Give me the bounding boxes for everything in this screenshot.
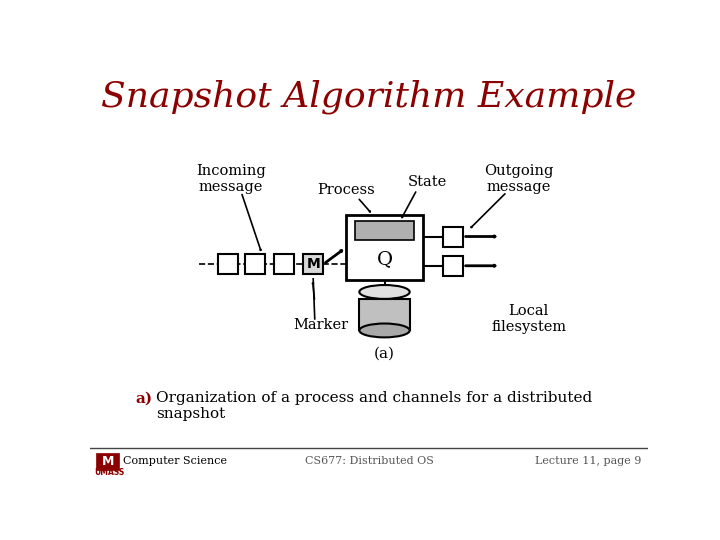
Ellipse shape — [359, 323, 410, 338]
Text: Process: Process — [317, 183, 374, 197]
Bar — [96, 453, 120, 470]
Bar — [443, 226, 463, 247]
Text: Q: Q — [377, 250, 392, 268]
Ellipse shape — [359, 285, 410, 299]
Text: (a): (a) — [374, 347, 395, 361]
Bar — [274, 254, 294, 274]
Bar — [443, 256, 463, 276]
Bar — [355, 221, 414, 240]
Text: UMASS: UMASS — [94, 468, 124, 477]
Bar — [303, 254, 323, 274]
Text: Organization of a process and channels for a distributed
snapshot: Organization of a process and channels f… — [156, 392, 592, 422]
Bar — [359, 299, 410, 330]
Text: CS677: Distributed OS: CS677: Distributed OS — [305, 456, 433, 467]
Bar — [346, 215, 423, 280]
Bar — [218, 254, 238, 274]
Text: Lecture 11, page 9: Lecture 11, page 9 — [536, 456, 642, 467]
Text: Local
filesystem: Local filesystem — [491, 304, 566, 334]
Text: M: M — [102, 455, 114, 468]
Text: State: State — [408, 175, 446, 189]
Text: Marker: Marker — [293, 318, 348, 332]
Text: Computer Science: Computer Science — [122, 456, 227, 467]
Text: Snapshot Algorithm Example: Snapshot Algorithm Example — [102, 80, 636, 114]
Text: M: M — [306, 257, 320, 271]
Bar — [245, 254, 265, 274]
Text: a): a) — [135, 392, 152, 406]
Text: Incoming
message: Incoming message — [196, 164, 266, 194]
Text: Outgoing
message: Outgoing message — [484, 164, 553, 194]
